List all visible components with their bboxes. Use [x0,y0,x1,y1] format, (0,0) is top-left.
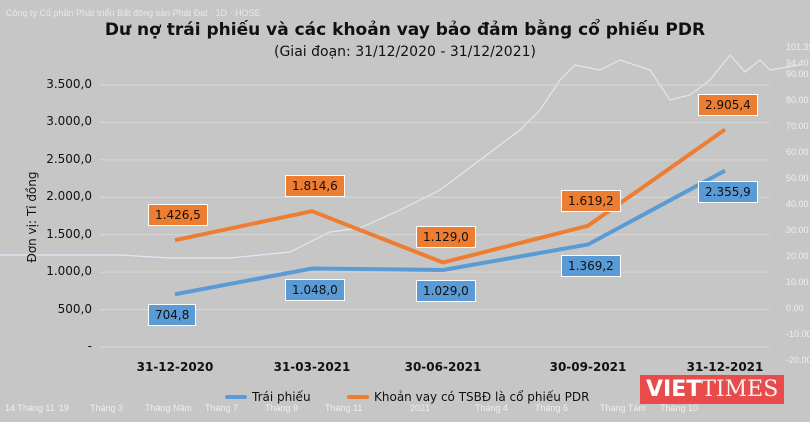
data-label: 704,8 [148,304,197,327]
background-caption: Công ty Cổ phần Phát triển Bất động sản … [6,8,261,18]
background-axis-label: 10.00 [786,277,809,287]
data-label: 2.905,4 [698,93,758,116]
data-label: 1.048,0 [285,278,345,301]
background-axis-label: Tháng 3 [90,403,124,413]
legend-label: Khoản vay có TSBĐ là cổ phiếu PDR [374,390,590,404]
background-axis-label: 60.00 [786,147,809,157]
background-axis-label: Tháng 10 [660,403,699,413]
background-axis-label: Tháng 6 [535,403,569,413]
legend-swatch [225,395,247,399]
background-axis-label: Tháng 9 [265,403,299,413]
data-label: 2.355,9 [698,180,758,203]
legend-item-trai-phieu: Trái phiếu [225,390,311,404]
background-axis-label: 2021 [410,403,431,413]
y-tick-label: 2.000,0 [46,189,92,204]
data-label: 1.426,5 [148,204,208,227]
y-tick-label: 1.500,0 [46,226,92,241]
y-axis-label: Đơn vị: Tỉ đồng [25,171,39,263]
background-stock-line [0,54,801,259]
x-tick-label: 31-12-2020 [136,360,214,374]
x-tick-label: 31-03-2021 [273,360,351,374]
legend-label: Trái phiếu [252,390,311,404]
data-label: 1.369,2 [561,254,621,277]
background-axis-label: -20.00 [786,355,810,365]
x-tick-label: 30-06-2021 [404,360,482,374]
background-axis-label: 0.00 [786,303,804,313]
background-axis-label: 70.00 [786,121,809,131]
data-label: 1.029,0 [416,279,476,302]
chart-subtitle: (Giai đoạn: 31/12/2020 - 31/12/2021) [274,44,536,60]
background-axis-label: 50.00 [786,173,809,183]
background-axis-label: 80.00 [786,95,809,105]
y-tick-label: 3.000,0 [46,114,92,129]
background-axis-label: -10.00 [786,329,810,339]
background-axis-label: 40.00 [786,199,809,209]
y-tick-label: 3.500,0 [46,77,92,91]
background-axis-label: Tháng 11 [325,403,363,413]
chart-title: Dư nợ trái phiếu và các khoản vay bảo đả… [104,20,706,40]
data-label: 1.129,0 [416,226,476,249]
x-tick-label: 30-09-2021 [549,360,627,374]
background-axis-label: Tháng Năm [145,403,193,413]
y-tick-label: 2.500,0 [46,151,92,166]
background-axis-label: Tháng Tám [600,403,646,413]
background-axis-label: 14 Tháng 11 '19 [5,403,69,413]
y-tick-label: 1.000,0 [46,264,92,279]
background-axis-label: Tháng 4 [475,403,509,413]
data-label: 1.814,6 [285,175,345,198]
background-axis-label: Tháng 7 [205,403,239,413]
background-axis-label: 30.00 [786,225,809,235]
background-axis-label: 90.00 [786,69,809,79]
background-axis-label: 94.40 [786,58,809,68]
y-tick-label: 500,0 [57,301,92,316]
data-label: 1.619,2 [561,189,621,212]
viettimes-logo: VIETTIMES [640,375,785,404]
legend-item-khoan-vay: Khoản vay có TSBĐ là cổ phiếu PDR [347,390,589,404]
y-tick-label: - [87,339,92,353]
background-axis-label: 101.39 [786,42,810,52]
legend-swatch [347,395,369,399]
x-tick-label: 31-12-2021 [686,360,764,374]
background-axis-label: 20.00 [786,251,809,261]
